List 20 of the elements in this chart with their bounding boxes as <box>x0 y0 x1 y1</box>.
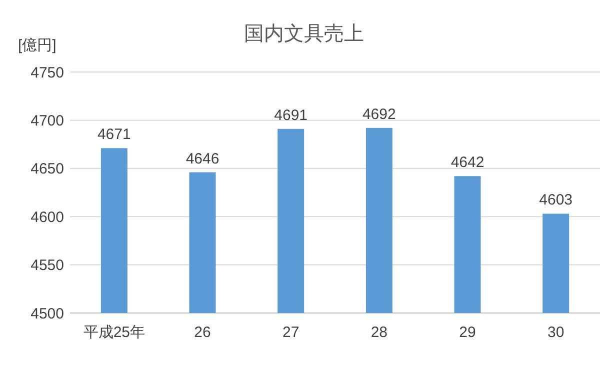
data-label: 4692 <box>362 106 396 123</box>
data-label: 4603 <box>539 192 573 209</box>
y-axis-title: [億円] <box>18 37 56 54</box>
x-tick-label: 29 <box>459 324 476 341</box>
y-tick-label: 4500 <box>30 305 64 322</box>
chart-title: 国内文具売上 <box>244 23 364 45</box>
y-tick-label: 4600 <box>30 208 64 226</box>
y-tick-label: 4550 <box>30 257 64 274</box>
x-tick-label: 28 <box>370 324 388 341</box>
data-label: 4642 <box>450 154 484 172</box>
y-tick-label: 4700 <box>30 112 64 130</box>
y-tick-label: 4650 <box>30 160 64 178</box>
data-label: 4691 <box>274 106 308 124</box>
x-tick-label: 27 <box>282 324 300 341</box>
x-tick-label: 30 <box>547 324 564 341</box>
data-label: 4646 <box>186 150 220 168</box>
y-tick-label: 4750 <box>30 64 64 82</box>
data-label: 4671 <box>97 126 131 144</box>
x-tick-label: 26 <box>194 324 211 341</box>
x-tick-label: 平成25年 <box>83 324 146 341</box>
